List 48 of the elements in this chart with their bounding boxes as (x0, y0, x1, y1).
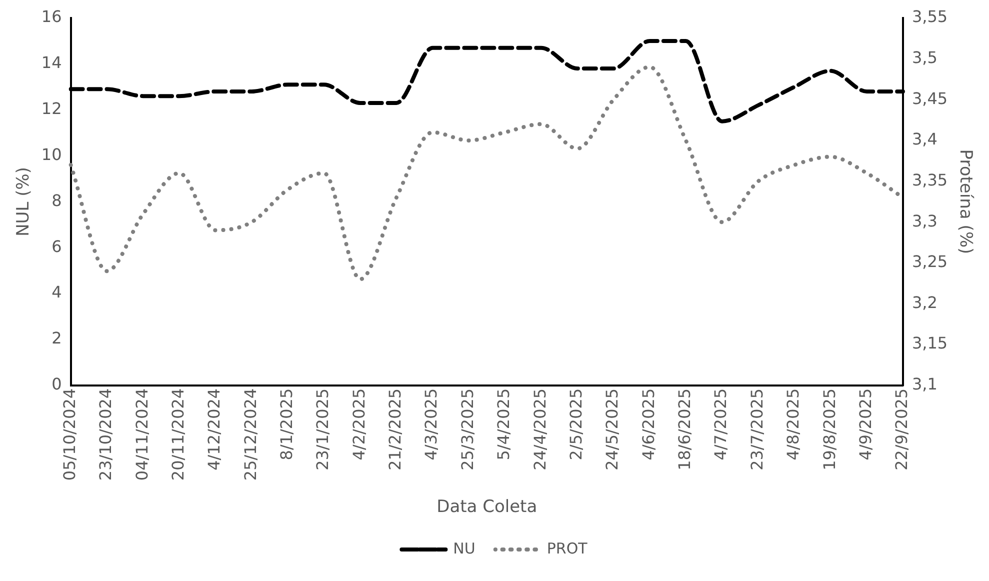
y-tick-label: 12 (41, 99, 62, 118)
x-axis-title: Data Coleta (436, 497, 538, 518)
x-tick-label: 2/5/2025 (566, 388, 586, 460)
y-tick-label: 10 (41, 144, 62, 164)
legend-label: PROT (546, 539, 588, 558)
y2-tick-label: 3,4 (912, 130, 938, 149)
x-tick-label: 5/4/2025 (494, 388, 514, 460)
x-tick-label: 23/10/2024 (96, 388, 116, 481)
x-tick-label: 05/10/2024 (60, 388, 79, 481)
y-tick-label: 0 (52, 374, 62, 394)
y2-tick-label: 3,2 (912, 292, 938, 312)
y2-tick-label: 3,25 (912, 252, 948, 272)
x-tick-label: 4/6/2025 (638, 388, 658, 460)
y-axis-title: NUL (%) (14, 166, 34, 236)
y2-tick-label: 3,35 (912, 170, 948, 190)
x-tick-label: 4/7/2025 (711, 388, 730, 460)
x-tick-label: 25/12/2024 (240, 388, 260, 481)
x-tick-label: 4/3/2025 (422, 388, 441, 460)
x-tick-label: 4/9/2025 (856, 388, 875, 460)
y-tick-label: 16 (41, 7, 62, 26)
x-tick-label: 23/7/2025 (747, 388, 766, 470)
y-tick-label: 2 (52, 328, 62, 348)
x-tick-label: 4/2/2025 (349, 388, 368, 460)
x-tick-label: 4/8/2025 (784, 388, 803, 460)
x-tick-label: 24/4/2025 (530, 388, 550, 470)
x-tick-label: 25/3/2025 (458, 388, 477, 470)
x-tick-label: 04/11/2024 (132, 388, 152, 481)
y2-tick-label: 3,1 (912, 374, 938, 394)
x-tick-label: 18/6/2025 (675, 388, 694, 470)
y-tick-label: 6 (52, 236, 62, 256)
x-tick-label: 22/9/2025 (892, 388, 912, 470)
x-tick-label: 21/2/2025 (386, 388, 405, 470)
x-tick-label: 19/8/2025 (820, 388, 839, 470)
y2-tick-label: 3,45 (912, 88, 948, 108)
y-tick-label: 14 (41, 53, 62, 72)
x-tick-label: 4/12/2024 (204, 388, 224, 470)
y2-tick-label: 3,55 (912, 7, 948, 26)
y-tick-label: 8 (52, 190, 62, 210)
x-tick-label: 8/1/2025 (277, 388, 296, 460)
y2-tick-label: 3,3 (912, 211, 938, 230)
y2-tick-label: 3,15 (912, 334, 948, 353)
x-tick-label: 23/1/2025 (313, 388, 332, 470)
y-tick-label: 4 (52, 282, 62, 302)
y2-tick-label: 3,5 (912, 48, 938, 67)
x-tick-label: 24/5/2025 (602, 388, 622, 470)
y2-axis-title: Proteína (%) (955, 149, 976, 254)
x-tick-label: 20/11/2024 (168, 388, 188, 481)
legend-label: NU (453, 539, 476, 558)
